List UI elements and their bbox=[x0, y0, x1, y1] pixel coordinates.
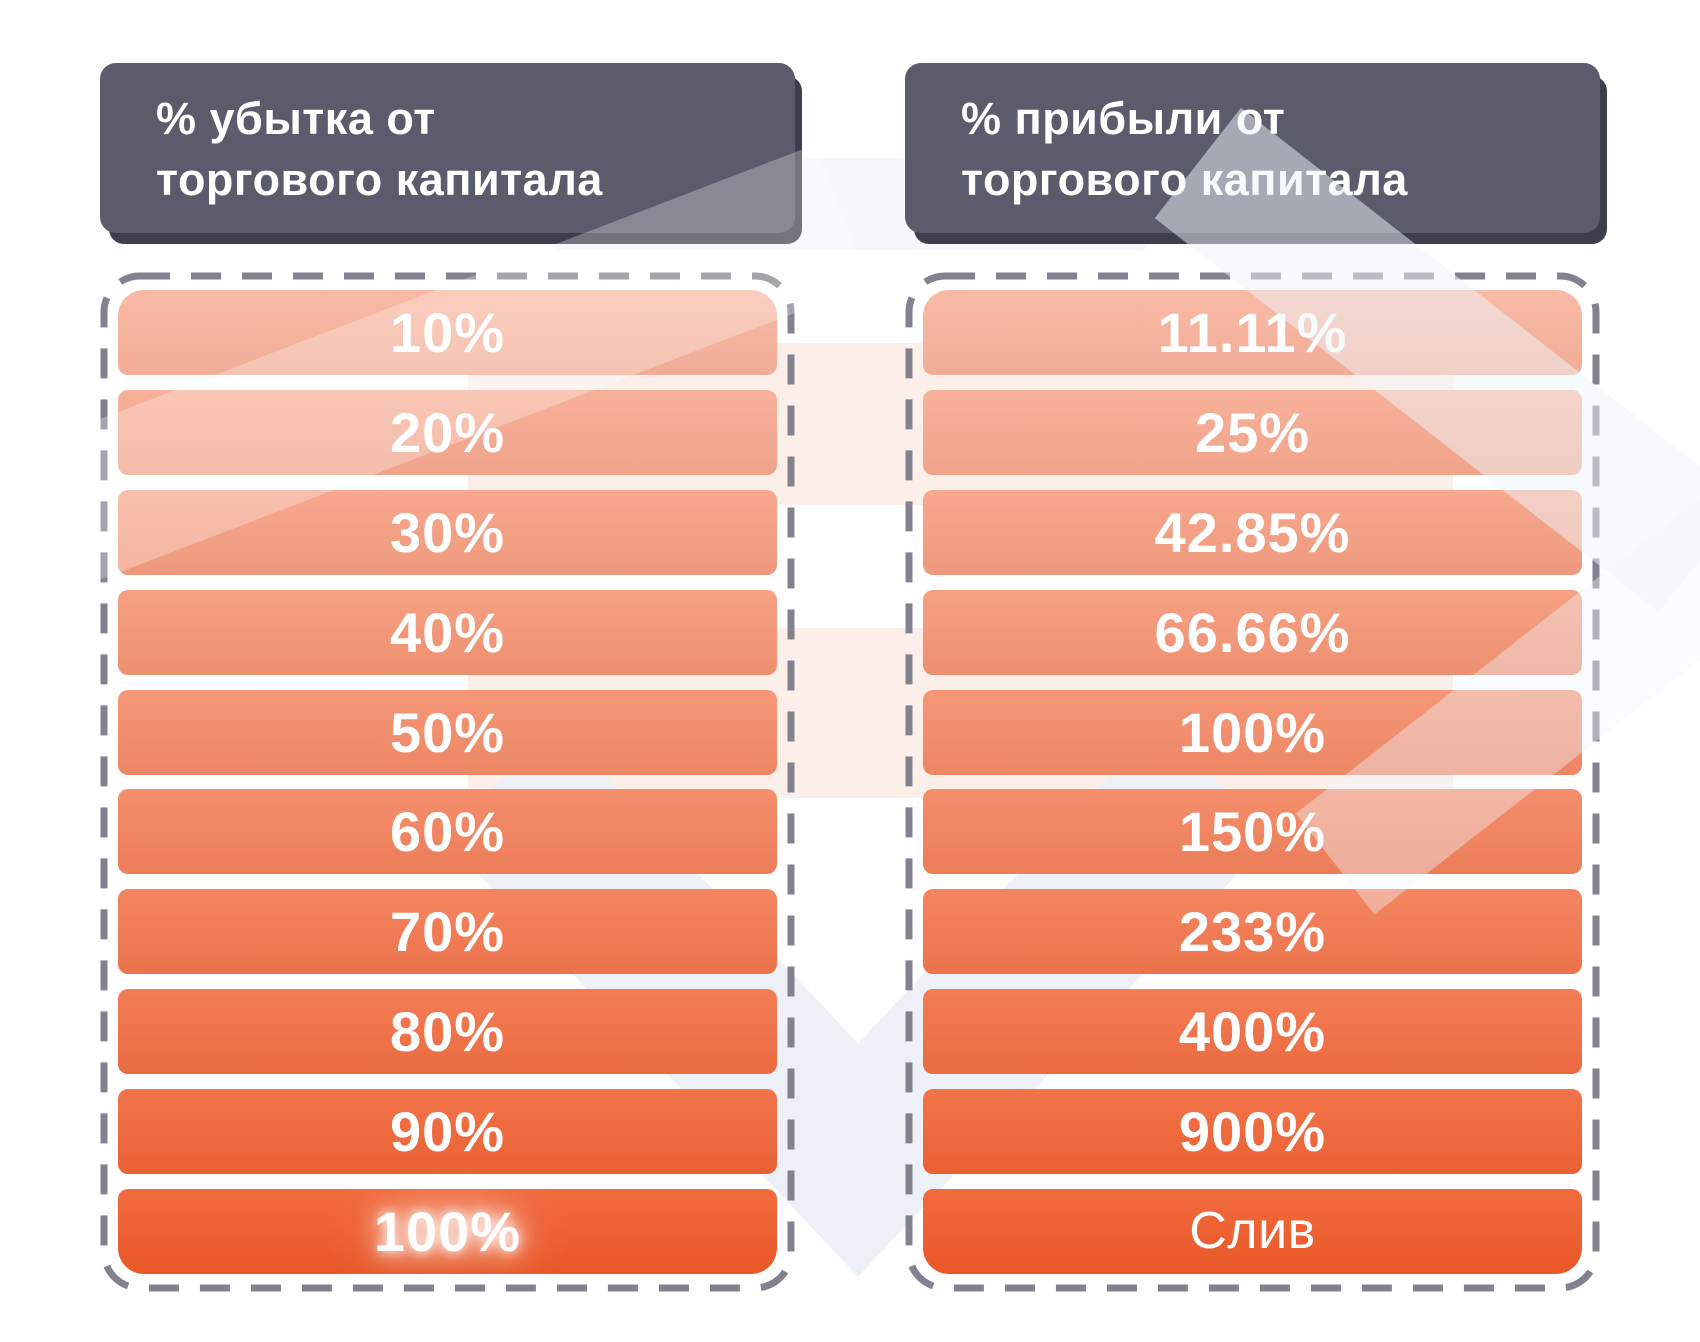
row-label: 70% bbox=[389, 900, 506, 964]
profit-rows: 11.11% 25% 42.85% 66.66% 100% 150% 233% 400% 900… bbox=[923, 290, 1582, 1274]
row-label: 66.66% bbox=[1154, 600, 1351, 664]
profit-row-100%: 100% bbox=[923, 689, 1582, 775]
profit-row-900%: 900% bbox=[923, 1089, 1582, 1174]
row-label: 900% bbox=[1178, 1100, 1327, 1163]
row-label: 100% bbox=[1178, 700, 1327, 764]
profit-row-66.66%: 66.66% bbox=[923, 589, 1582, 675]
profit-row-11.11%: 11.11% bbox=[923, 290, 1582, 375]
loss-row-100%: 100% bbox=[118, 1188, 777, 1274]
loss-header: % убытка от торгового капитала bbox=[100, 63, 795, 233]
profit-row-400%: 400% bbox=[923, 989, 1582, 1075]
loss-row-80%: 80% bbox=[118, 989, 777, 1075]
profit-row-150%: 150% bbox=[923, 789, 1582, 875]
loss-header-line-2: торгового капитала bbox=[156, 154, 603, 205]
profit-table: 11.11% 25% 42.85% 66.66% 100% 150% 233% 400% 900… bbox=[905, 272, 1600, 1292]
loss-table: 10% 20% 30% 40% 50% 60% 70% 80% 90% 100% bbox=[100, 272, 795, 1292]
profit-row-Слив: Слив bbox=[923, 1188, 1582, 1274]
row-label: 42.85% bbox=[1154, 500, 1351, 564]
profit-row-25%: 25% bbox=[923, 389, 1582, 475]
row-label: 11.11% bbox=[1157, 301, 1348, 364]
profit-row-42.85%: 42.85% bbox=[923, 489, 1582, 575]
row-label: 150% bbox=[1178, 800, 1327, 864]
loss-column: % убытка от торгового капитала 10% 20% 30%… bbox=[100, 63, 795, 1292]
profit-header: % прибыли от торгового капитала bbox=[905, 63, 1600, 233]
row-label: 80% bbox=[389, 1000, 506, 1064]
row-label: 25% bbox=[1194, 400, 1311, 464]
row-label: 90% bbox=[389, 1100, 506, 1163]
loss-row-50%: 50% bbox=[118, 689, 777, 775]
profit-column: % прибыли от торгового капитала 11.11% 25… bbox=[905, 63, 1600, 1292]
loss-row-40%: 40% bbox=[118, 589, 777, 675]
loss-row-20%: 20% bbox=[118, 389, 777, 475]
loss-row-30%: 30% bbox=[118, 489, 777, 575]
loss-row-10%: 10% bbox=[118, 290, 777, 375]
loss-row-60%: 60% bbox=[118, 789, 777, 875]
row-label: Слив bbox=[1189, 1202, 1316, 1261]
profit-header-line-1: % прибыли от bbox=[961, 93, 1286, 144]
row-label: 400% bbox=[1178, 1000, 1327, 1064]
loss-rows: 10% 20% 30% 40% 50% 60% 70% 80% 90% 100% bbox=[118, 290, 777, 1274]
row-label: 20% bbox=[389, 400, 506, 464]
row-label: 233% bbox=[1178, 900, 1327, 964]
row-label: 50% bbox=[389, 700, 506, 764]
loss-row-70%: 70% bbox=[118, 889, 777, 975]
row-label: 30% bbox=[389, 500, 506, 564]
row-label: 100% bbox=[373, 1199, 522, 1263]
row-label: 40% bbox=[389, 600, 506, 664]
loss-row-90%: 90% bbox=[118, 1089, 777, 1174]
row-label: 60% bbox=[389, 800, 506, 864]
row-label: 10% bbox=[389, 301, 506, 364]
profit-header-line-2: торгового капитала bbox=[961, 154, 1408, 205]
profit-row-233%: 233% bbox=[923, 889, 1582, 975]
loss-header-line-1: % убытка от bbox=[156, 93, 436, 144]
